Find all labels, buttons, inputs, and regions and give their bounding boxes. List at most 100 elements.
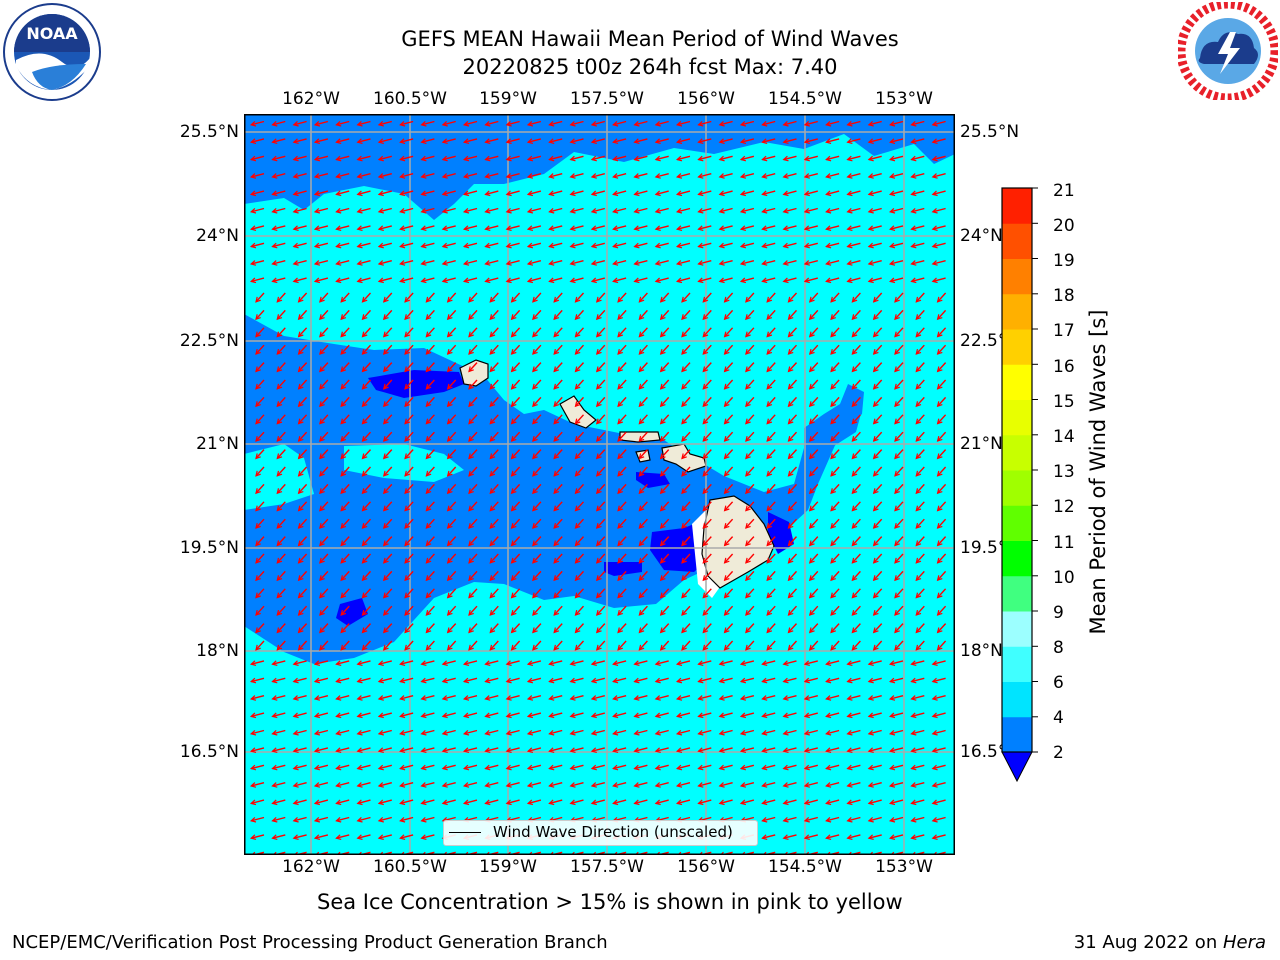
wave-arrow-head: [698, 851, 703, 855]
wave-arrow-head: [489, 314, 496, 321]
wave-arrow-head: [851, 435, 858, 442]
wave-arrow-head: [484, 225, 491, 231]
wave-arrow: [638, 605, 648, 616]
wave-arrow-head: [867, 764, 874, 771]
wave-arrow: [511, 379, 521, 390]
wave-arrow: [894, 396, 904, 407]
wave-arrow-head: [739, 764, 747, 771]
wave-arrow-head: [915, 418, 922, 425]
wave-arrow: [447, 466, 457, 477]
wave-arrow-head: [505, 747, 512, 753]
wave-arrow: [272, 747, 286, 752]
wave-arrow-head: [654, 729, 661, 736]
wave-arrow-head: [675, 190, 683, 197]
wave-arrow-head: [505, 799, 512, 806]
wave-arrow-head: [782, 677, 789, 684]
wave-arrow: [830, 640, 840, 651]
wave-arrow: [596, 327, 606, 338]
wave-arrow: [766, 553, 776, 564]
wave-arrow: [617, 466, 627, 477]
wave-arrow-head: [894, 418, 900, 425]
wave-arrow-head: [888, 173, 896, 179]
wave-arrow: [383, 640, 393, 651]
wave-arrow-head: [484, 173, 491, 179]
wave-arrow-head: [484, 660, 491, 666]
wave-arrow: [655, 120, 669, 126]
wave-arrow-head: [526, 173, 534, 179]
wave-arrow-head: [292, 712, 299, 719]
wave-arrow-head: [915, 383, 922, 390]
wave-arrow: [698, 729, 712, 735]
wave-arrow-head: [421, 851, 426, 855]
wave-arrow-head: [612, 155, 619, 162]
wave-arrow-head: [894, 488, 900, 495]
wave-arrow: [804, 207, 818, 213]
wave-arrow-head: [936, 383, 943, 390]
wave-arrow-head: [335, 677, 342, 684]
wave-arrow: [553, 414, 563, 425]
wave-arrow: [357, 729, 371, 735]
wave-arrow-head: [766, 383, 773, 390]
wave-arrow: [383, 466, 393, 477]
wave-arrow-head: [867, 207, 874, 214]
wave-arrow-head: [462, 729, 470, 736]
wave-arrow-head: [867, 677, 874, 684]
wave-arrow-head: [654, 747, 661, 753]
wave-arrow: [890, 190, 904, 196]
wave-arrow: [873, 414, 883, 425]
wave-arrow: [272, 729, 286, 735]
wave-arrow-head: [505, 677, 512, 684]
wave-arrow-head: [292, 660, 299, 666]
wave-arrow-head: [340, 314, 347, 321]
wave-arrow: [511, 309, 521, 320]
wave-arrow: [340, 379, 350, 390]
wave-arrow-head: [425, 522, 432, 529]
wave-arrow-head: [931, 747, 938, 753]
wave-arrow-head: [702, 470, 709, 477]
wave-arrow-head: [745, 366, 751, 373]
wave-arrow-head: [612, 712, 619, 719]
wave-arrow: [596, 396, 606, 407]
wave-arrow: [851, 588, 861, 599]
wave-arrow: [532, 536, 542, 546]
wave-arrow-head: [313, 677, 321, 684]
wave-arrow-head: [335, 173, 342, 179]
wave-arrow: [868, 712, 882, 718]
wave-arrow: [638, 292, 648, 303]
wave-arrow-head: [249, 277, 257, 284]
wave-arrow-head: [335, 138, 342, 144]
wave-arrow: [293, 799, 307, 805]
wave-arrow: [276, 640, 286, 651]
wave-arrow-head: [638, 435, 645, 442]
wave-arrow: [681, 414, 691, 425]
wave-arrow-head: [659, 331, 666, 338]
wave-arrow: [340, 362, 350, 372]
wave-arrow-head: [462, 660, 470, 666]
wave-arrow-head: [808, 331, 815, 338]
wave-arrow-head: [319, 366, 325, 373]
wave-arrow: [255, 309, 265, 320]
wave-arrow: [868, 660, 882, 665]
wave-arrow-head: [931, 799, 938, 806]
wave-arrow: [527, 225, 542, 230]
wave-arrow: [511, 501, 521, 512]
wave-arrow-head: [808, 575, 815, 582]
wave-arrow: [400, 155, 414, 161]
wave-arrow-head: [505, 277, 512, 284]
wave-arrow-head: [255, 488, 261, 495]
wave-arrow: [251, 764, 265, 770]
wave-arrow: [425, 623, 435, 633]
wave-arrow: [464, 695, 478, 700]
wave-arrow-head: [638, 296, 645, 303]
nws-logo: [1176, 0, 1280, 103]
wave-arrow: [511, 327, 521, 338]
wave-arrow: [447, 414, 457, 425]
wave-arrow-head: [931, 816, 938, 823]
wave-arrow-head: [718, 173, 725, 179]
wave-arrow: [826, 260, 840, 265]
wave-arrow: [873, 518, 883, 529]
wave-arrow: [340, 570, 350, 581]
wave-arrow-head: [420, 834, 427, 840]
wave-arrow-head: [654, 764, 661, 771]
wave-arrow-head: [420, 277, 427, 284]
